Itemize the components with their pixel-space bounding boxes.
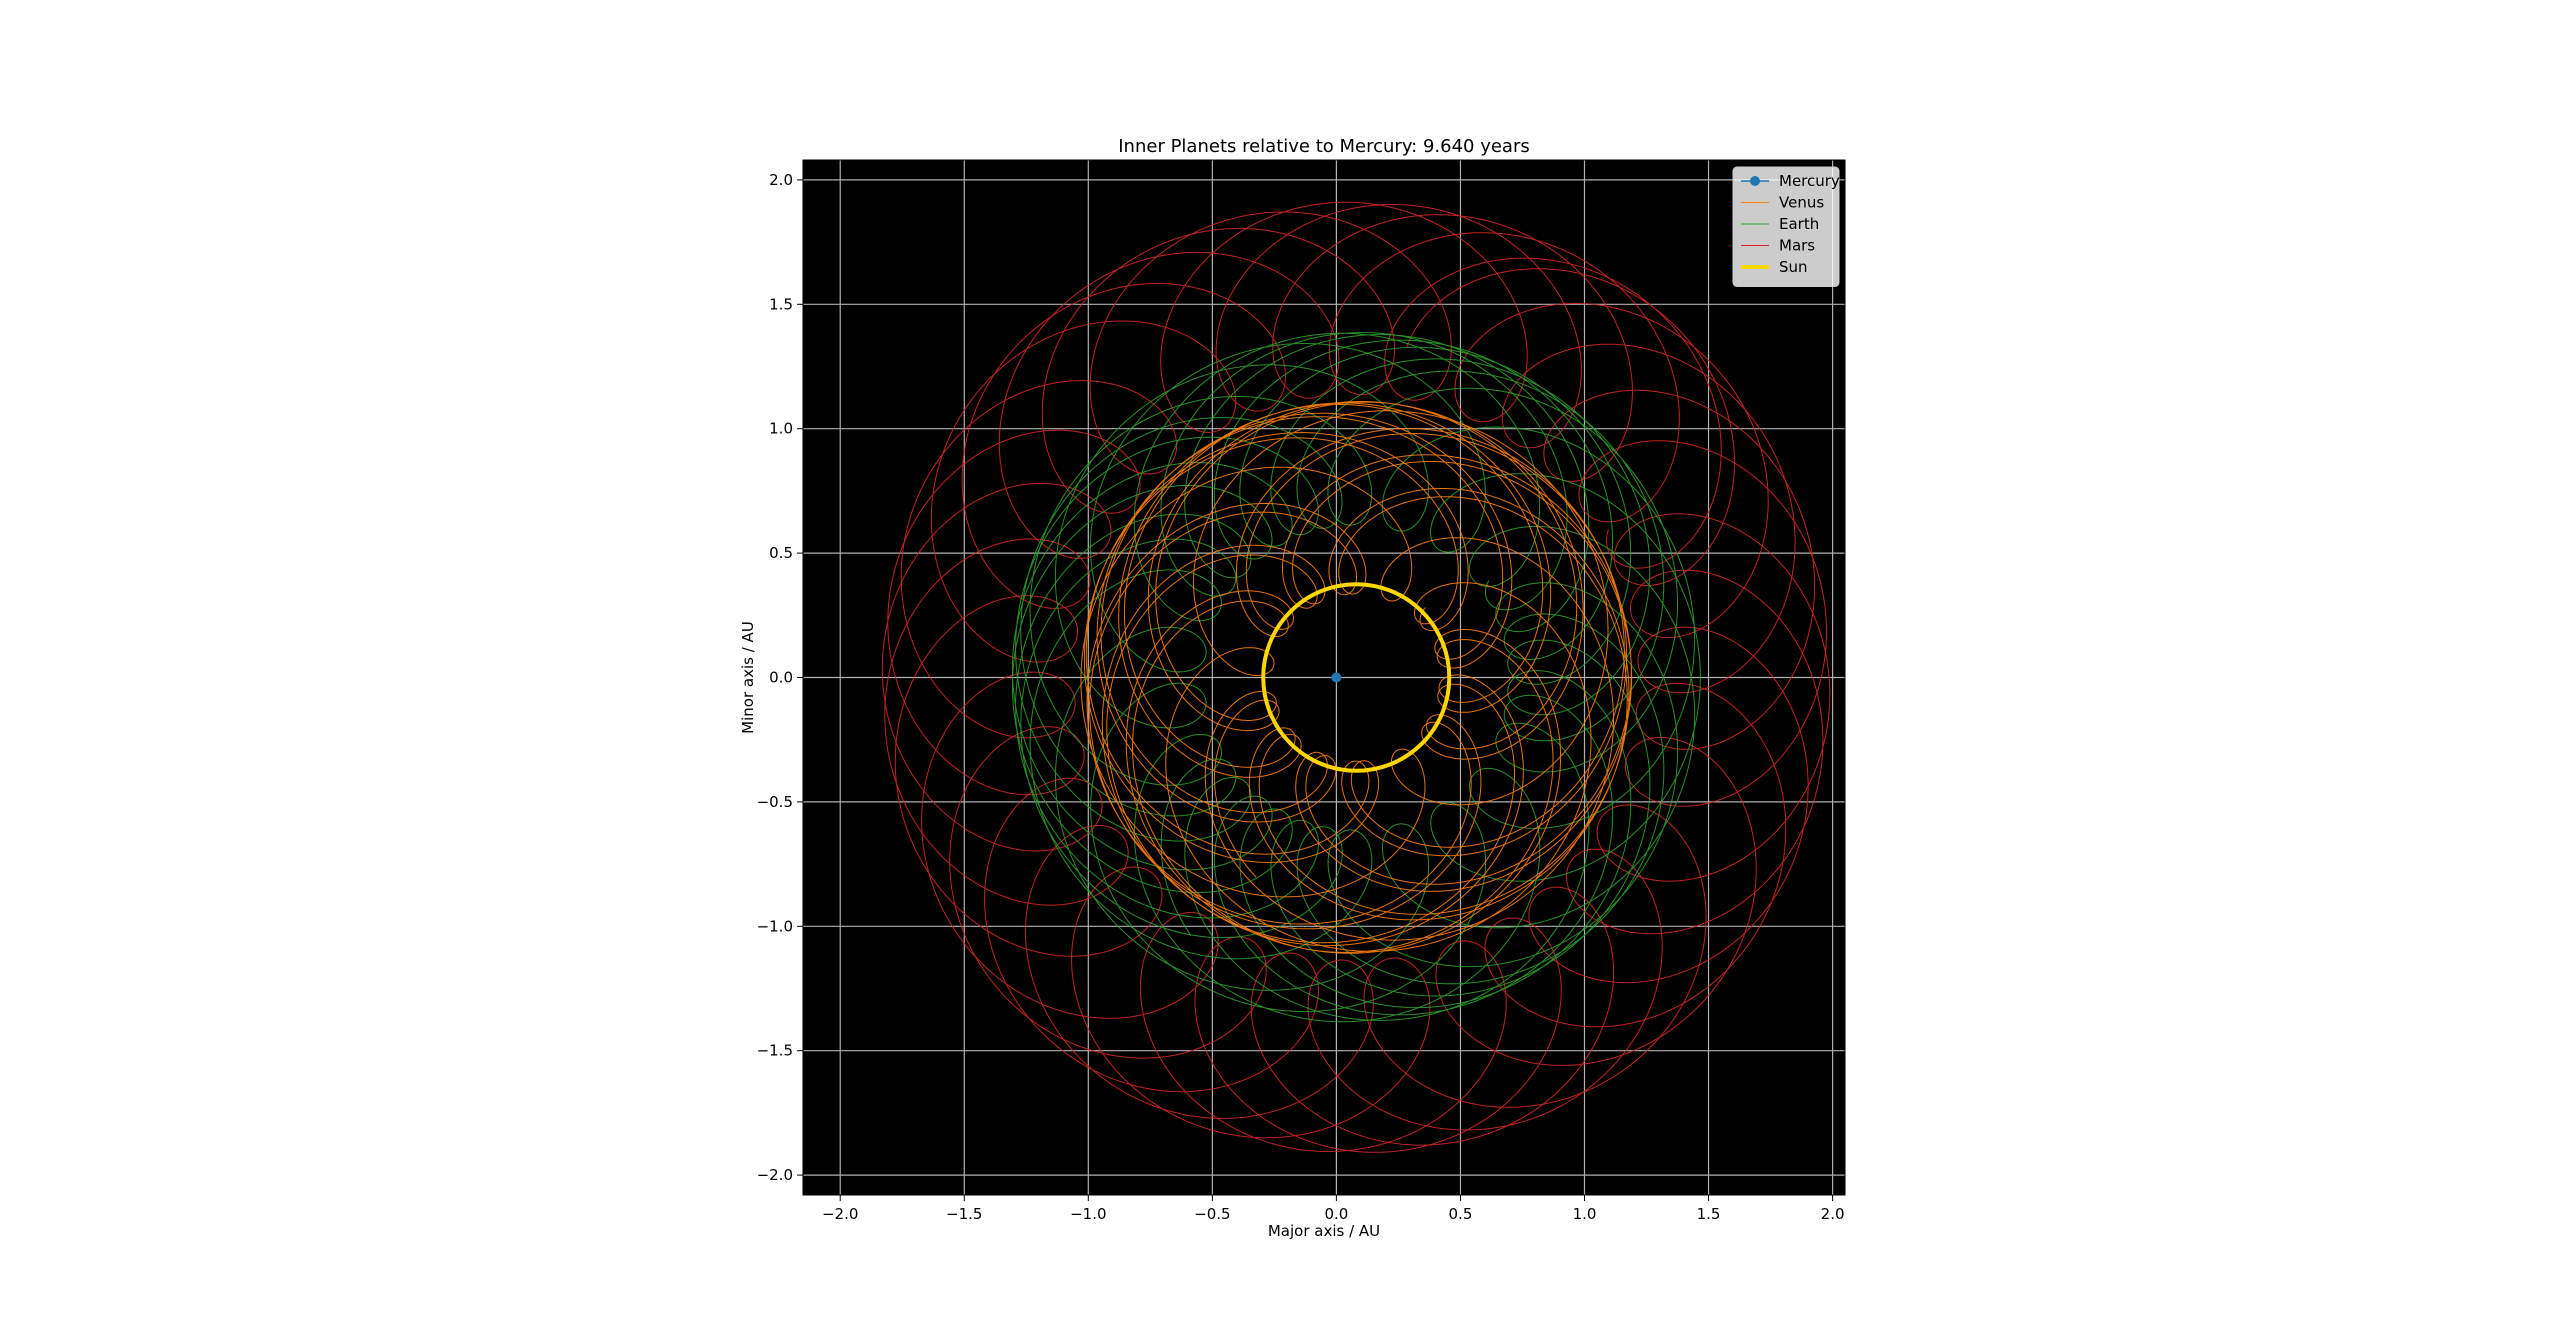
- x-tick-label: 1.5: [1697, 1205, 1721, 1223]
- y-tick-label: −1.5: [757, 1042, 793, 1060]
- legend-marker-mercury: [1750, 176, 1760, 186]
- x-tick-label: −1.0: [1070, 1205, 1106, 1223]
- y-tick-label: 1.5: [769, 295, 793, 313]
- legend-label-earth: Earth: [1779, 215, 1819, 233]
- chart-title: Inner Planets relative to Mercury: 9.640…: [1118, 136, 1530, 157]
- x-tick-label: 0.0: [1324, 1205, 1348, 1223]
- x-axis-ticks: −2.0 −1.5 −1.0 −0.5 0.0 0.5 1.0 1.5 2.0: [822, 1195, 1845, 1223]
- legend-label-mercury: Mercury: [1779, 172, 1840, 190]
- legend: Mercury Venus Earth Mars Sun: [1732, 166, 1840, 287]
- y-tick-label: −2.0: [757, 1166, 793, 1184]
- y-tick-label: −0.5: [757, 793, 793, 811]
- series-line-sun: [1261, 582, 1452, 773]
- legend-label-sun: Sun: [1779, 258, 1808, 276]
- y-axis-ticks: −2.0 −1.5 −1.0 −0.5 0.0 0.5 1.0 1.5 2.0: [757, 171, 803, 1184]
- x-tick-label: 2.0: [1821, 1205, 1845, 1223]
- legend-box: [1732, 166, 1840, 287]
- series-point-mercury: [1331, 672, 1342, 683]
- x-tick-label: −1.5: [946, 1205, 982, 1223]
- grid: [803, 160, 1845, 1195]
- series-line-mars: [881, 201, 1831, 1153]
- y-tick-label: 2.0: [769, 171, 793, 189]
- legend-label-venus: Venus: [1779, 194, 1824, 212]
- x-tick-label: 0.5: [1449, 1205, 1473, 1223]
- y-tick-label: 0.0: [769, 669, 793, 687]
- y-tick-label: −1.0: [757, 917, 793, 935]
- x-tick-label: −0.5: [1194, 1205, 1230, 1223]
- x-tick-label: 1.0: [1573, 1205, 1597, 1223]
- x-tick-label: −2.0: [822, 1205, 858, 1223]
- x-axis-label: Major axis / AU: [1268, 1222, 1380, 1240]
- y-axis-label: Minor axis / AU: [739, 621, 757, 734]
- series-layer: [881, 201, 1831, 1153]
- legend-label-mars: Mars: [1779, 237, 1815, 255]
- y-tick-label: 1.0: [769, 420, 793, 438]
- y-tick-label: 0.5: [769, 544, 793, 562]
- series-line-venus: [1080, 401, 1633, 954]
